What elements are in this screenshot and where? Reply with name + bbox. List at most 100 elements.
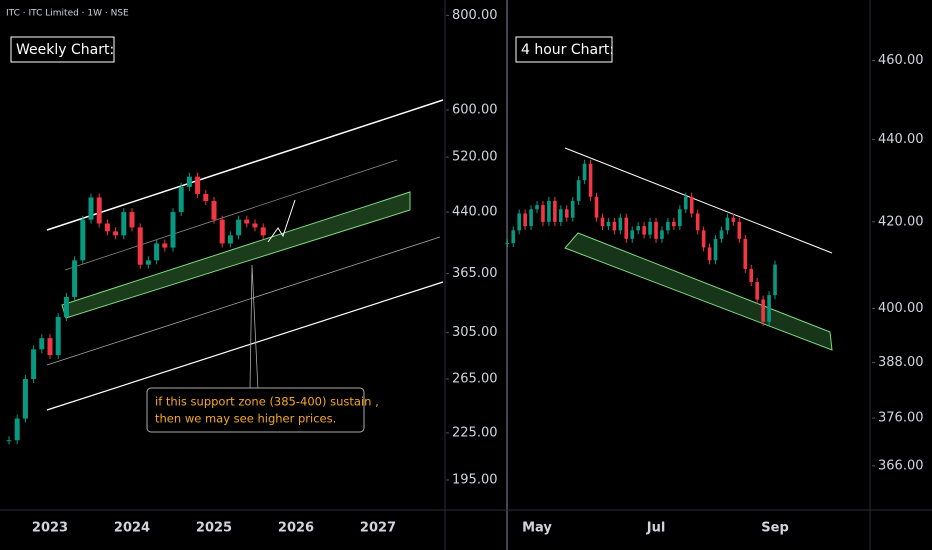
candle [186,176,192,187]
pane-title: Weekly Chart: [16,42,114,58]
label-box [10,36,115,63]
candle [749,268,754,282]
candle [678,209,682,227]
x-tick-label: Jul [646,521,666,536]
y-tick-label: 440.00 [878,132,924,147]
candle [178,186,184,213]
candle [145,260,151,265]
y-tick-label: 366.00 [878,458,924,473]
y-tick-label: 460.00 [878,53,924,68]
candle [260,227,266,236]
x-tick-label: 2024 [114,521,150,536]
candle [88,197,94,220]
candle [219,219,225,244]
candle [523,213,527,227]
candle [695,213,700,231]
candle [517,213,521,231]
y-tick-label: 305.00 [452,325,498,340]
candle [211,201,217,220]
candle [672,221,676,227]
candle [707,247,712,261]
y-tick-label: 800.00 [452,8,498,23]
candle [154,243,160,261]
candle [654,221,658,239]
candle [227,235,233,244]
y-tick-label: 400.00 [878,301,924,316]
annotation: if this support zone (385-400) sustain , [155,395,379,409]
x-tick-label: 2027 [360,521,396,536]
candle [731,217,736,222]
y-tick-label: 225.00 [452,425,498,440]
y-tick-label: 376.00 [878,411,924,426]
candle [642,226,646,235]
projection [267,199,296,243]
candle [564,209,569,218]
candle [511,230,516,244]
candle [773,264,777,296]
label-box [515,36,613,63]
candle [636,226,640,231]
pane-title: 4 hour Chart: [521,42,614,58]
x-tick-label: 2025 [196,521,232,536]
candle [203,193,209,202]
candle [683,196,688,210]
candle [594,196,599,218]
candle [600,217,605,227]
x-tick-label: Sep [761,521,789,536]
candle [713,238,718,261]
candle [22,378,28,419]
trend-line [64,159,398,271]
candle [689,196,694,214]
candle [31,349,37,379]
candle [624,217,629,239]
candle [170,212,176,248]
right-drawings: 4 hour Chart: [515,36,833,351]
candle [55,316,61,356]
candle [137,227,143,265]
x-tick-label: 2023 [32,521,68,536]
candle [104,223,110,232]
candle [121,212,127,236]
candle [162,243,168,248]
candle [236,219,242,236]
candle [660,230,664,239]
candle [195,176,201,194]
candle [606,221,611,227]
candle [701,230,706,248]
y-tick-label: 600.00 [452,102,498,117]
candle [14,418,20,441]
candle [618,217,623,231]
candle [547,200,551,222]
candle [725,217,730,231]
y-tick-label: 520.00 [452,150,498,165]
candle [541,205,545,222]
symbol-header: ITC · ITC Limited · 1W · NSE [6,9,129,19]
trend-line [46,281,444,411]
left-drawings: if this support zone (385-400) sustain ,… [6,9,444,433]
x-tick-label: 2026 [278,521,314,536]
candle [39,338,45,350]
candle [72,260,78,297]
x-tick-label: May [522,521,552,536]
candle [252,223,258,228]
candle [648,221,652,235]
candle [743,238,748,269]
candle [570,200,575,218]
trend-line [46,99,444,231]
candle [129,212,135,228]
candle [529,209,533,227]
candle [80,219,86,261]
callout-box [146,387,365,433]
candle [113,231,119,236]
trend-line [564,147,833,254]
candle [737,221,742,239]
candle [63,296,69,317]
y-tick-label: 420.00 [878,214,924,229]
candle [588,163,593,197]
callout-pointer [249,264,259,391]
candle [559,209,563,222]
y-tick-label: 440.00 [452,205,498,220]
candle [505,243,510,245]
